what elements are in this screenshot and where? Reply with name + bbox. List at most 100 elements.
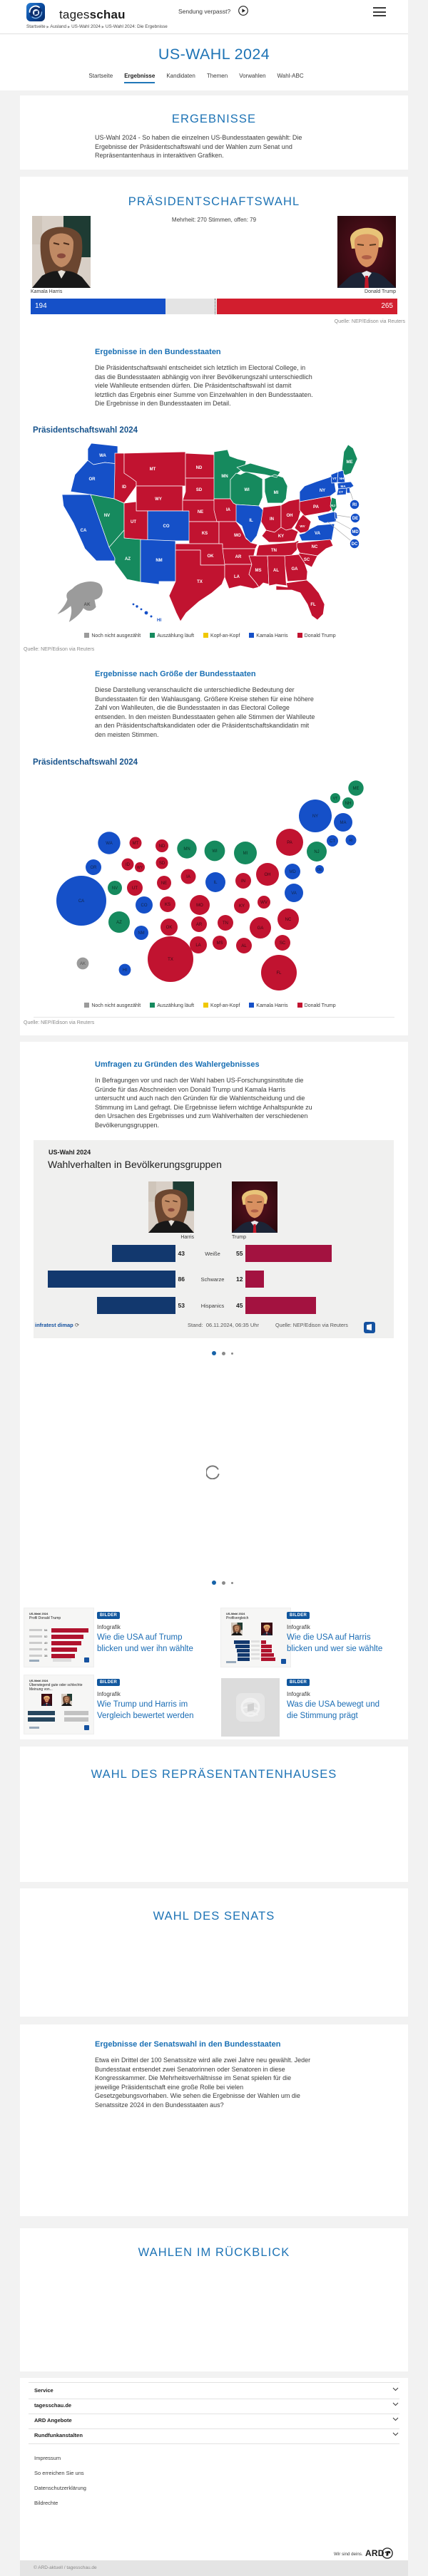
svg-text:KS: KS <box>202 532 208 536</box>
svg-text:IN: IN <box>241 879 245 884</box>
svg-text:SC: SC <box>304 558 310 562</box>
svg-text:MN: MN <box>183 847 190 852</box>
svg-text:ID: ID <box>126 863 131 867</box>
svg-text:CT: CT <box>330 839 335 844</box>
svg-text:VA: VA <box>315 532 321 536</box>
svg-text:WA: WA <box>99 454 106 458</box>
svg-text:MD: MD <box>352 530 359 534</box>
svg-text:MI: MI <box>243 852 248 856</box>
svg-text:AZ: AZ <box>116 921 122 925</box>
svg-text:SD: SD <box>159 862 165 866</box>
svg-text:MN: MN <box>221 475 228 479</box>
svg-text:NH: NH <box>340 477 345 480</box>
svg-text:IL: IL <box>213 881 218 885</box>
svg-text:NJ: NJ <box>314 850 319 854</box>
svg-text:WY: WY <box>155 497 162 502</box>
svg-text:AR: AR <box>196 923 203 927</box>
svg-text:DE: DE <box>317 868 323 872</box>
svg-text:ND: ND <box>159 844 165 849</box>
svg-text:MO: MO <box>234 534 241 538</box>
svg-text:MS: MS <box>255 569 262 573</box>
svg-text:MO: MO <box>196 904 203 908</box>
svg-text:MT: MT <box>150 467 156 472</box>
svg-text:AK: AK <box>84 602 91 607</box>
svg-text:OR: OR <box>89 477 96 482</box>
svg-text:CA: CA <box>81 529 87 533</box>
svg-text:NC: NC <box>312 545 318 549</box>
svg-text:MT: MT <box>133 842 139 846</box>
svg-text:UT: UT <box>131 520 136 524</box>
svg-text:VT: VT <box>332 477 337 480</box>
svg-text:AL: AL <box>241 944 247 948</box>
svg-text:VA: VA <box>291 891 297 896</box>
svg-text:ND: ND <box>196 466 203 470</box>
svg-text:NJ: NJ <box>331 504 335 507</box>
svg-text:IA: IA <box>186 875 190 879</box>
svg-text:RI: RI <box>350 839 353 843</box>
svg-text:WI: WI <box>244 488 250 492</box>
svg-text:NM: NM <box>156 559 162 563</box>
svg-text:NC: NC <box>285 918 292 922</box>
svg-text:NV: NV <box>112 886 118 891</box>
svg-text:AL: AL <box>273 569 279 573</box>
svg-text:WV: WV <box>300 524 305 528</box>
svg-text:LA: LA <box>195 943 200 948</box>
svg-text:KS: KS <box>165 903 170 907</box>
svg-text:FL: FL <box>310 603 316 607</box>
svg-text:WA: WA <box>106 842 112 846</box>
svg-text:WV: WV <box>260 901 268 905</box>
svg-text:NM: NM <box>138 931 144 936</box>
svg-text:TN: TN <box>223 921 228 926</box>
svg-text:CO: CO <box>141 904 148 908</box>
svg-text:KY: KY <box>239 904 245 909</box>
svg-text:CA: CA <box>78 899 84 904</box>
svg-text:AR: AR <box>235 555 242 559</box>
svg-text:ID: ID <box>122 485 127 490</box>
svg-text:NH: NH <box>345 802 352 806</box>
svg-text:ME: ME <box>353 787 360 791</box>
svg-text:MA: MA <box>340 821 347 825</box>
svg-text:NY: NY <box>320 489 325 493</box>
svg-text:TX: TX <box>197 580 203 584</box>
svg-text:MI: MI <box>274 491 279 495</box>
svg-text:IL: IL <box>249 519 253 523</box>
svg-text:AZ: AZ <box>125 557 131 562</box>
svg-text:PA: PA <box>313 505 320 509</box>
svg-text:PA: PA <box>287 841 292 845</box>
svg-text:NE: NE <box>198 510 203 514</box>
svg-text:TN: TN <box>271 549 277 553</box>
svg-text:HI: HI <box>123 968 127 973</box>
svg-text:OH: OH <box>265 873 271 877</box>
svg-text:TX: TX <box>168 958 173 962</box>
svg-text:UT: UT <box>132 886 138 891</box>
svg-text:MS: MS <box>217 941 223 946</box>
svg-text:VT: VT <box>333 797 337 801</box>
svg-text:OH: OH <box>287 514 293 518</box>
svg-text:RI: RI <box>352 503 357 507</box>
svg-text:DE: DE <box>352 517 358 521</box>
svg-text:SD: SD <box>196 488 203 492</box>
svg-text:WI: WI <box>212 849 218 854</box>
svg-text:OR: OR <box>91 866 98 870</box>
svg-text:CT: CT <box>339 490 343 494</box>
svg-text:DC: DC <box>352 542 358 547</box>
svg-text:SC: SC <box>280 941 286 946</box>
svg-text:WY: WY <box>137 866 143 870</box>
svg-text:NY: NY <box>312 814 318 819</box>
svg-text:CO: CO <box>163 524 170 529</box>
svg-text:ME: ME <box>347 460 353 465</box>
svg-text:HI: HI <box>157 618 161 623</box>
svg-text:MD: MD <box>289 870 296 874</box>
svg-text:KY: KY <box>278 534 284 539</box>
svg-text:LA: LA <box>234 575 240 579</box>
svg-text:GA: GA <box>292 567 299 571</box>
svg-text:MA: MA <box>341 485 347 488</box>
svg-text:IN: IN <box>270 517 274 522</box>
svg-text:FL: FL <box>276 971 282 976</box>
svg-text:AK: AK <box>80 962 86 966</box>
svg-text:IA: IA <box>226 508 231 512</box>
svg-text:NE: NE <box>161 881 167 886</box>
svg-text:NV: NV <box>104 514 110 518</box>
svg-text:OK: OK <box>208 554 215 559</box>
svg-text:OK: OK <box>166 926 173 930</box>
